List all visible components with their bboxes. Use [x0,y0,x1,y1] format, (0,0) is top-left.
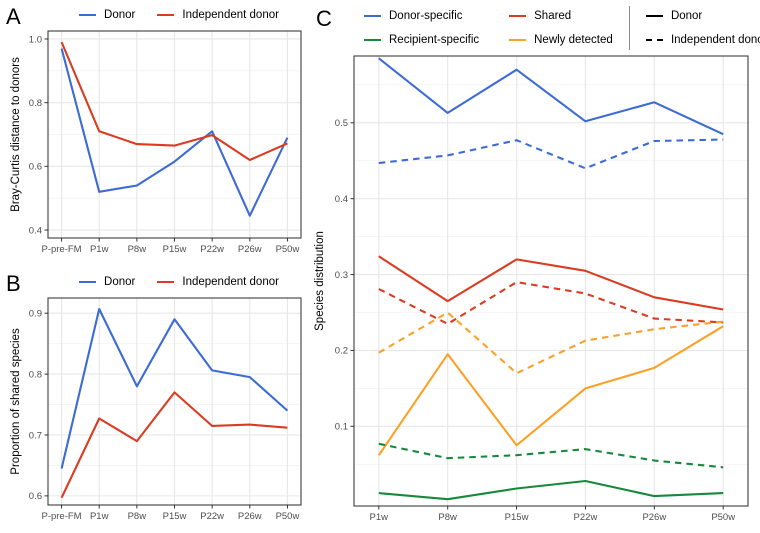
line-swatch [645,15,663,17]
svg-text:P-pre-FM: P-pre-FM [41,511,81,522]
svg-text:0.3: 0.3 [335,270,348,281]
svg-text:P26w: P26w [238,511,262,522]
svg-text:P22w: P22w [574,512,598,523]
panel-a-chart: 0.4 0.6 0.8 1.0 P-pre-FM P1w P8w P15w P22w P26w P5… [10,30,302,255]
svg-text:P22w: P22w [200,244,224,255]
svg-text:P15w: P15w [163,244,187,255]
legend-item: Donor [645,10,760,22]
panel-c-label: C [316,6,332,31]
line-swatch [509,15,527,17]
legend-label: Independent donor [182,9,279,21]
svg-text:P50w: P50w [711,512,735,523]
panel-b-legend: Donor Independent donor [50,276,308,288]
line-swatch [79,14,97,16]
svg-text:Proportion of shared species: Proportion of shared species [10,328,22,475]
line-swatch [157,14,175,16]
legend-item: Recipient-specific [364,34,479,46]
svg-text:P1w: P1w [90,511,109,522]
svg-text:0.8: 0.8 [29,98,42,109]
legend-label: Independent donor [670,34,760,46]
dashed-line-swatch [645,39,663,41]
svg-text:0.6: 0.6 [29,162,42,173]
svg-text:0.1: 0.1 [335,422,348,433]
legend-label: Donor [104,276,136,288]
legend-item: Donor-specific [364,10,479,22]
panel-c-chart: 0.1 0.2 0.3 0.4 0.5 P1w P8w P15w P22w P26w P50w Spe… [314,55,749,523]
svg-text:0.4: 0.4 [29,225,42,236]
svg-text:P8w: P8w [128,244,147,255]
legend-separator [628,6,630,50]
svg-text:P1w: P1w [370,512,389,523]
svg-text:1.0: 1.0 [29,34,42,45]
panel-b: B Donor Independent donor 0.6 0.7 0.8 0.9 P-p… [0,267,312,533]
legend-label: Donor [104,9,136,21]
svg-text:0.6: 0.6 [29,491,42,502]
legend-item: Independent donor [157,9,279,21]
panel-c-legend: Donor-specific Recipient-specific Shared Ne… [364,6,760,50]
svg-text:P1w: P1w [90,244,109,255]
legend-label: Recipient-specific [389,34,480,46]
line-swatch [364,15,381,17]
legend-label: Shared [534,10,572,22]
svg-text:Species distribution: Species distribution [314,231,326,331]
svg-text:0.2: 0.2 [335,346,348,357]
svg-text:Bray-Curtis distance to donors: Bray-Curtis distance to donors [10,57,22,212]
svg-text:P-pre-FM: P-pre-FM [41,244,81,255]
svg-text:P26w: P26w [238,244,262,255]
panel-c-color-legend: Donor-specific Recipient-specific Shared Ne… [364,10,613,46]
legend-label: Donor [670,10,703,22]
svg-text:P50w: P50w [276,511,300,522]
panel-a: A Donor Independent donor 0.4 0.6 0.8 1.0 P-p… [0,0,312,266]
svg-text:P15w: P15w [163,511,187,522]
panel-c-linetype-legend: Donor Independent donor [645,10,760,46]
svg-text:0.5: 0.5 [335,118,348,129]
svg-text:0.9: 0.9 [29,309,42,320]
panel-b-chart: 0.6 0.7 0.8 0.9 P-pre-FM P1w P8w P15w P22w P26w P5… [10,297,302,522]
panel-a-label: A [6,4,21,29]
panel-c: C Donor-specific Recipient-specific Shared… [312,0,760,533]
svg-text:P8w: P8w [438,512,457,523]
legend-item: Newly detected [509,34,613,46]
svg-text:0.8: 0.8 [29,369,42,380]
legend-label: Donor-specific [389,10,463,22]
panel-b-label: B [6,271,21,296]
line-swatch [509,39,527,41]
legend-item: Donor [79,276,135,288]
legend-label: Newly detected [534,34,613,46]
svg-text:P15w: P15w [505,512,529,523]
svg-text:P22w: P22w [200,511,224,522]
svg-text:P50w: P50w [276,244,300,255]
legend-label: Independent donor [182,276,279,288]
panel-a-legend: Donor Independent donor [50,9,308,21]
legend-item: Shared [509,10,613,22]
legend-item: Donor [79,9,135,21]
line-swatch [364,39,381,41]
svg-text:P26w: P26w [642,512,666,523]
legend-item: Independent donor [157,276,279,288]
svg-text:P8w: P8w [128,511,147,522]
line-swatch [157,281,175,283]
line-swatch [79,281,97,283]
svg-text:0.4: 0.4 [335,194,348,205]
svg-text:0.7: 0.7 [29,430,42,441]
legend-item: Independent donor [645,34,760,46]
